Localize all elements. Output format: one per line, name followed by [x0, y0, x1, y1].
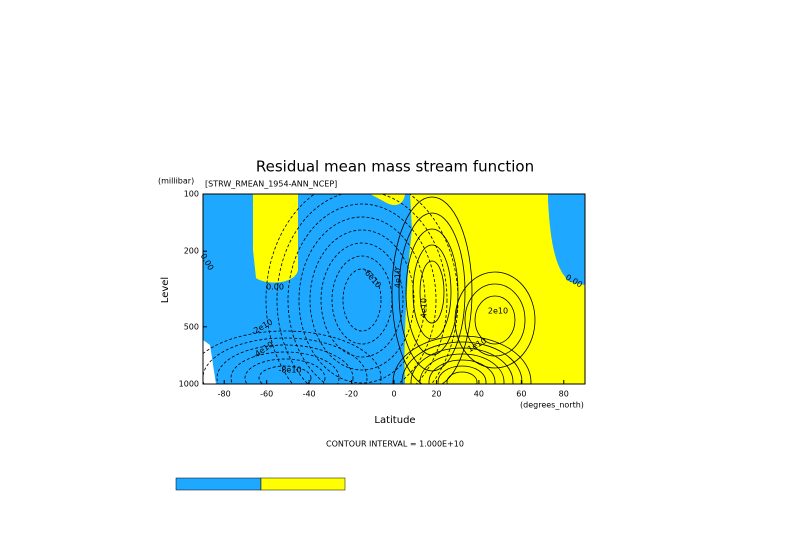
footnote: CONTOUR INTERVAL = 1.000E+10 — [326, 440, 464, 449]
x-tick-label: -60 — [260, 390, 273, 399]
contour-field — [203, 194, 585, 384]
contour-line — [244, 358, 326, 384]
colorbar-positive — [260, 477, 346, 491]
colorbar-negative — [175, 477, 262, 491]
contour-line — [412, 244, 452, 340]
contour-line — [419, 260, 445, 324]
contour-line — [258, 365, 312, 384]
contour-line — [298, 216, 426, 384]
x-tick-label: 0 — [391, 390, 396, 399]
contour-line — [428, 359, 496, 384]
contour-line — [398, 212, 466, 372]
contour-label: 4e10 — [420, 298, 429, 318]
contour-label: 0.00 — [266, 283, 284, 292]
y-units: (millibar) — [158, 177, 194, 186]
contour-line — [446, 371, 478, 384]
contour-line — [203, 337, 368, 384]
positive-fill — [370, 194, 405, 206]
y-tick-label: 100 — [184, 190, 199, 199]
contour-line — [342, 268, 382, 332]
x-tick-label: -80 — [218, 390, 231, 399]
contour-label: 2e10 — [488, 307, 508, 316]
x-tick-label: -20 — [345, 390, 358, 399]
contour-label: 4e10 — [394, 268, 403, 288]
y-tick-label: 1000 — [179, 380, 199, 389]
contour-line — [216, 344, 354, 384]
contour-line — [464, 283, 526, 357]
contour-line — [203, 330, 382, 384]
contour-line — [419, 353, 505, 384]
x-label: Latitude — [374, 415, 415, 426]
contour-line — [437, 365, 487, 384]
x-tick-label: 40 — [474, 390, 484, 399]
positive-fill — [253, 194, 298, 283]
contour-line — [230, 351, 340, 384]
y-label: Level — [160, 277, 171, 303]
y-tick-label: 500 — [184, 322, 199, 331]
contour-line — [287, 203, 437, 384]
contour-line — [401, 341, 523, 384]
contour-line — [320, 242, 404, 358]
contour-label: -8e10 — [278, 366, 301, 375]
x-tick-label: 20 — [431, 390, 441, 399]
x-tick-label: 60 — [516, 390, 526, 399]
contour-line — [276, 194, 448, 384]
chart-title: Residual mean mass stream function — [256, 158, 534, 176]
x-tick-label: 80 — [559, 390, 569, 399]
x-tick-label: -40 — [303, 390, 316, 399]
contour-line — [391, 196, 473, 384]
contour-line — [392, 335, 532, 384]
y-tick-label: 200 — [184, 247, 199, 256]
x-units: (degrees_north) — [520, 401, 584, 410]
missing-data — [203, 340, 216, 384]
contour-line — [474, 295, 516, 345]
subtitle: [STRW_RMEAN_1954-ANN_NCEP] — [205, 180, 337, 189]
contour-line — [405, 228, 459, 356]
contour-line — [309, 229, 415, 371]
contour-line — [454, 271, 536, 369]
